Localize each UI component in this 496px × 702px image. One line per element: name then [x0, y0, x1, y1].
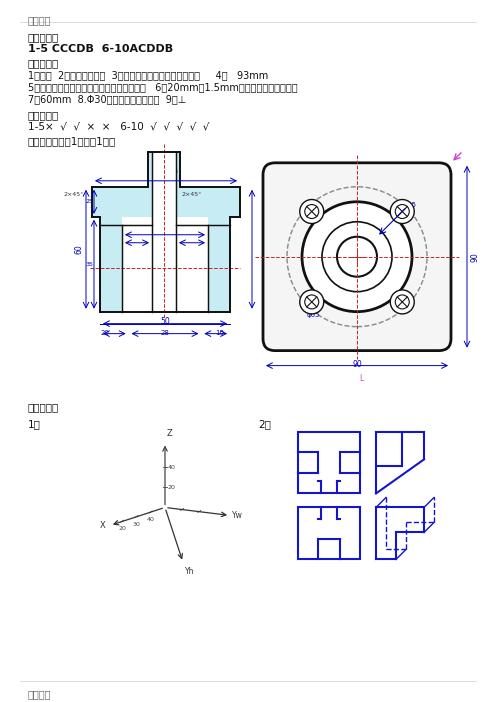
Bar — [152, 152, 176, 312]
Text: 28: 28 — [161, 330, 170, 336]
Text: 2×45°: 2×45° — [64, 192, 84, 197]
Bar — [122, 217, 152, 312]
Text: 精品文档: 精品文档 — [28, 689, 52, 699]
Text: 四、标注尺寸（1个尺寸1分）: 四、标注尺寸（1个尺寸1分） — [28, 136, 116, 146]
Text: 精品文档: 精品文档 — [28, 15, 52, 25]
Bar — [122, 225, 208, 312]
Bar — [92, 187, 240, 217]
Text: 2）: 2） — [258, 420, 271, 430]
Text: 20: 20 — [118, 526, 126, 531]
Bar — [298, 508, 360, 559]
Circle shape — [337, 237, 377, 277]
Text: 20: 20 — [168, 485, 176, 490]
Text: Z: Z — [167, 428, 173, 437]
Bar — [148, 152, 180, 187]
Text: Yw: Yw — [232, 511, 243, 520]
Text: 1-5×  √  √  ×  ×   6-10  √  √  √  √  √: 1-5× √ √ × × 6-10 √ √ √ √ √ — [28, 122, 209, 132]
Text: 50: 50 — [160, 317, 170, 326]
Text: Yh: Yh — [185, 567, 194, 576]
Circle shape — [322, 222, 392, 292]
Circle shape — [305, 295, 319, 309]
Circle shape — [390, 199, 414, 223]
Circle shape — [305, 204, 319, 218]
Text: 35: 35 — [85, 262, 93, 267]
Text: 1-5 CCCDB  6-10ACDDB: 1-5 CCCDB 6-10ACDDB — [28, 44, 173, 54]
Bar — [152, 152, 176, 312]
Text: 15: 15 — [133, 240, 141, 245]
Text: X: X — [100, 521, 106, 530]
Text: 二、填空题: 二、填空题 — [28, 58, 59, 68]
Text: 40: 40 — [147, 517, 155, 522]
Text: φ5: φ5 — [408, 201, 417, 208]
Bar — [298, 432, 360, 494]
Text: 4×Φ5: 4×Φ5 — [156, 177, 176, 183]
Bar — [100, 217, 230, 312]
Text: 1．毫米  2．粗实线、虚线  3．尺寸线、尺寸界线、尺寸数值     4．   93mm: 1．毫米 2．粗实线、虚线 3．尺寸线、尺寸界线、尺寸数值 4． 93mm — [28, 70, 268, 80]
Text: 90: 90 — [352, 359, 362, 369]
Text: 25: 25 — [85, 199, 93, 204]
Text: 5．一组视图、尺寸标注、技术要求、标题栏   6．20mm、1.5mm、左旋、中径公差代号: 5．一组视图、尺寸标注、技术要求、标题栏 6．20mm、1.5mm、左旋、中径公… — [28, 82, 298, 92]
Text: 40: 40 — [161, 231, 170, 237]
Bar — [100, 225, 122, 312]
Bar — [176, 217, 208, 312]
Bar — [208, 225, 230, 312]
Text: vcb4: vcb4 — [163, 168, 179, 174]
Text: 一、选择题: 一、选择题 — [28, 32, 59, 42]
Circle shape — [302, 201, 412, 312]
Text: 40: 40 — [168, 465, 176, 470]
Text: 10: 10 — [215, 330, 225, 336]
Text: L: L — [359, 373, 363, 383]
Text: 7．60mm  8.Φ30、基孔制、间隙配合  9．⊥: 7．60mm 8.Φ30、基孔制、间隙配合 9．⊥ — [28, 94, 186, 104]
Circle shape — [395, 204, 409, 218]
Circle shape — [395, 295, 409, 309]
Text: 2×45°: 2×45° — [182, 192, 202, 197]
Circle shape — [300, 199, 324, 223]
Bar — [122, 217, 208, 312]
FancyBboxPatch shape — [263, 163, 451, 350]
Text: 1）: 1） — [28, 420, 41, 430]
Circle shape — [390, 290, 414, 314]
Text: 20: 20 — [101, 330, 110, 336]
Bar — [152, 152, 176, 312]
Text: 30: 30 — [132, 522, 140, 526]
Text: 60: 60 — [75, 244, 84, 254]
Text: φ65: φ65 — [307, 312, 320, 318]
Text: 五、作图题: 五、作图题 — [28, 402, 59, 413]
Circle shape — [300, 290, 324, 314]
Text: 90: 90 — [470, 252, 479, 262]
Text: 三、判断题: 三、判断题 — [28, 110, 59, 120]
